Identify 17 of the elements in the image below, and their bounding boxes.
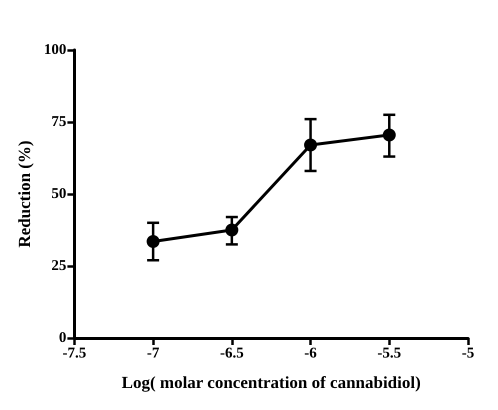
x-tick-label: -5 — [462, 346, 474, 362]
y-tick-label: 100 — [44, 42, 66, 58]
x-tick-label: -6.5 — [220, 346, 244, 362]
y-tick-label: 50 — [51, 186, 66, 202]
x-tick-label: -6 — [304, 346, 318, 362]
point — [146, 235, 160, 248]
x-axis-title: Log( molar concentration of cannabidiol) — [122, 373, 421, 392]
point — [225, 224, 238, 236]
x-tick-label: -7 — [146, 346, 160, 362]
y-tick-label: 25 — [51, 258, 66, 274]
y-axis-title: Reduction (%) — [15, 140, 34, 248]
x-tick-label: -5.5 — [377, 346, 402, 362]
point — [382, 128, 396, 142]
point — [304, 138, 318, 152]
x-tick-label: -7.5 — [62, 346, 86, 362]
y-tick-label: 0 — [58, 330, 66, 346]
y-tick-label: 75 — [51, 114, 66, 130]
